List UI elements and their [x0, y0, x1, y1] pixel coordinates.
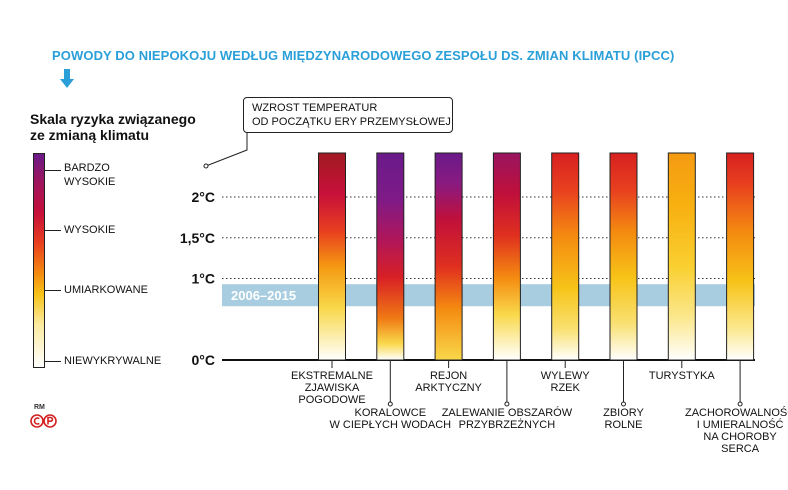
- leader-dot-7: [737, 401, 743, 407]
- category-label-0: ZJAWISKA: [305, 382, 360, 394]
- callout-pointer: [205, 133, 248, 167]
- legend-label-moderate: UMIARKOWANE: [64, 284, 148, 296]
- bar-4: [551, 152, 580, 361]
- y-tick-label: 1°C: [192, 271, 216, 287]
- risk-scale-title: Skala ryzyka związanego ze zmianą klimat…: [30, 111, 240, 143]
- leader-dot-5: [621, 401, 626, 407]
- bar-3: [492, 152, 521, 361]
- bar-2: [434, 152, 463, 361]
- category-label-2: REJON: [430, 370, 467, 382]
- bar-1: [376, 152, 405, 361]
- category-label-7: SERCA: [721, 443, 760, 455]
- y-tick-label: 2°C: [192, 189, 216, 205]
- category-label-7: NA CHOROBY: [703, 431, 777, 443]
- category-label-4: WYLEWY: [541, 370, 591, 382]
- legend-label-very-high-line1: BARDZO: [64, 162, 110, 174]
- bar-6: [667, 152, 696, 361]
- bar-5: [609, 152, 638, 361]
- y-tick-label: 1,5°C: [180, 230, 215, 246]
- arrow-down-icon: [60, 69, 74, 88]
- legend-tick-very-high: [45, 170, 61, 171]
- bar-7: [726, 152, 755, 361]
- category-label-1: KORALOWCE: [355, 407, 427, 419]
- bar-0: [318, 152, 346, 361]
- callout-pointer-dot: [203, 163, 209, 169]
- category-label-7: ZACHOROWALNOŚĆ: [685, 406, 788, 419]
- legend-tick-high: [45, 230, 61, 231]
- category-label-6: TURYSTYKA: [649, 370, 715, 382]
- legend-label-high: WYSOKIE: [64, 224, 116, 236]
- category-label-2: ARKTYCZNY: [415, 382, 482, 394]
- category-label-5: ROLNE: [605, 419, 643, 431]
- category-label-3: PRZYBRZEŻNYCH: [459, 418, 556, 431]
- category-label-0: EKSTREMALNE: [291, 370, 373, 382]
- callout-line1: WZROST TEMPERATUR: [252, 102, 378, 114]
- temperature-callout: WZROST TEMPERATUR OD POCZĄTKU ERY PRZEMY…: [243, 97, 453, 133]
- category-label-5: ZBIORY: [603, 407, 644, 419]
- risk-scale-title-line2: ze zmianą klimatu: [30, 127, 150, 143]
- risk-scale-gradient: [33, 153, 45, 368]
- category-label-4: RZEK: [551, 382, 581, 394]
- leader-dot-1: [387, 401, 393, 407]
- category-label-1: W CIEPŁYCH WODACH: [329, 419, 451, 431]
- legend-label-very-high: BARDZO WYSOKIE: [64, 161, 115, 189]
- category-label-7: I UMIERALNOŚĆ: [697, 418, 784, 431]
- page-title: POWODY DO NIEPOKOJU WEDŁUG MIĘDZYNARODOW…: [52, 48, 675, 63]
- callout-line2: OD POCZĄTKU ERY PRZEMYSŁOWEJ: [252, 116, 451, 128]
- rm-credit: RM: [34, 404, 45, 411]
- legend-tick-moderate: [45, 290, 61, 291]
- copyright-logo: [30, 414, 57, 428]
- risk-scale-title-line1: Skala ryzyka związanego: [30, 111, 196, 127]
- legend-tick-undetectable: [45, 361, 61, 362]
- reference-band-label: 2006–2015: [231, 288, 296, 303]
- legend-label-very-high-line2: WYSOKIE: [64, 176, 116, 188]
- leader-dot-3: [504, 401, 510, 407]
- category-label-0: POGODOWE: [298, 394, 365, 406]
- y-tick-label: 0°C: [192, 352, 216, 368]
- category-label-3: ZALEWANIE OBSZARÓW: [442, 406, 573, 419]
- legend-label-undetectable: NIEWYKRYWALNE: [64, 355, 162, 367]
